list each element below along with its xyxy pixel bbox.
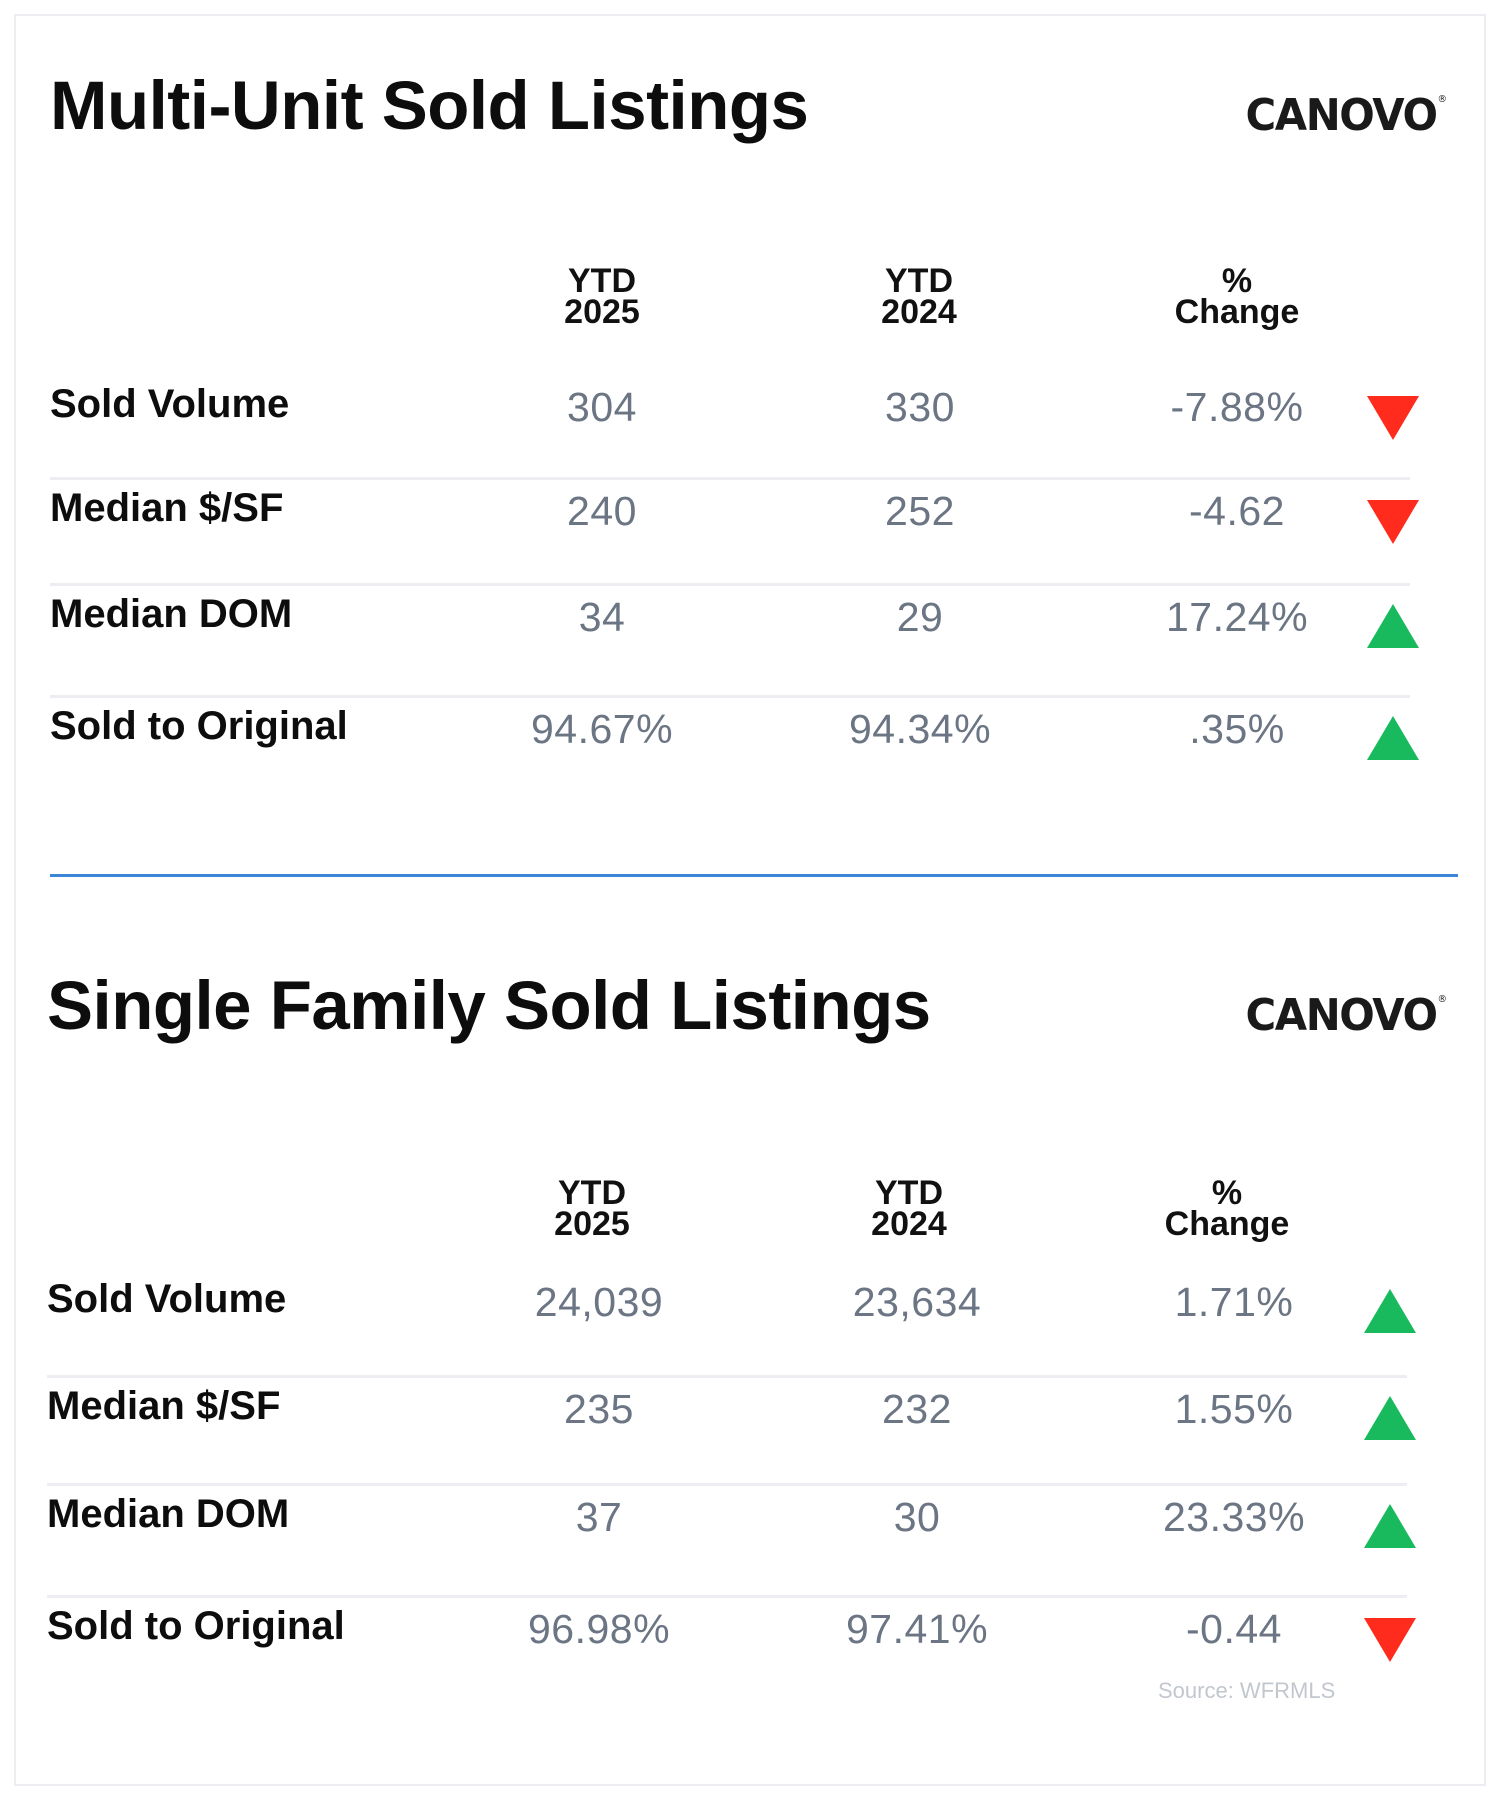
table-row: Median $/SF 240 252 -4.62 (50, 480, 1419, 586)
header-ytd-2025: YTD 2025 (554, 1174, 630, 1243)
header-ytd-2024: YTD 2024 (881, 262, 957, 331)
ytd-2024-value: 330 (885, 384, 955, 430)
row-label: Median DOM (50, 592, 293, 636)
change-value: .35% (1189, 706, 1285, 752)
ytd-2025-value: 94.67% (530, 706, 674, 752)
table-row: Median DOM 37 30 23.33% (47, 1486, 1416, 1598)
change-value: -4.62 (1189, 488, 1285, 534)
trend-arrow-icon (1364, 1618, 1416, 1662)
header-percent-change: % Change (1164, 1174, 1290, 1243)
change-value: 17.24% (1165, 594, 1309, 640)
table-header: YTD 2025 YTD 2024 % Change (16, 1174, 1484, 1258)
table-row: Sold Volume 304 330 -7.88% (50, 376, 1419, 480)
ytd-2025-value: 235 (564, 1386, 634, 1432)
table-row: Median $/SF 235 232 1.55% (47, 1378, 1416, 1486)
table-row: Sold to Original 96.98% 97.41% -0.44 (47, 1598, 1416, 1701)
trend-arrow-icon (1367, 604, 1419, 648)
ytd-2025-value: 240 (567, 488, 637, 534)
ytd-2025-value: 304 (567, 384, 637, 430)
trend-arrow-icon (1367, 396, 1419, 440)
ytd-2024-value: 29 (896, 594, 944, 640)
trend-arrow-icon (1367, 500, 1419, 544)
ytd-2025-value: 96.98% (527, 1606, 671, 1652)
table-row: Sold to Original 94.67% 94.34% .35% (50, 698, 1419, 801)
ytd-2024-value: 232 (882, 1386, 952, 1432)
header-percent-change: % Change (1174, 262, 1300, 331)
row-label: Median $/SF (47, 1384, 281, 1428)
source-note: Source: WFRMLS (1158, 1678, 1336, 1703)
ytd-2024-value: 97.41% (845, 1606, 989, 1652)
change-value: 23.33% (1162, 1494, 1306, 1540)
table-header: YTD 2025 YTD 2024 % Change (16, 262, 1484, 346)
trend-arrow-icon (1364, 1504, 1416, 1548)
header-ytd-2025: YTD 2025 (564, 262, 640, 331)
row-label: Sold Volume (50, 382, 290, 426)
trend-arrow-icon (1364, 1396, 1416, 1440)
trend-arrow-icon (1364, 1289, 1416, 1333)
header-ytd-2024: YTD 2024 (871, 1174, 947, 1243)
ytd-2024-value: 23,634 (852, 1279, 982, 1325)
row-label: Median DOM (47, 1492, 290, 1536)
report-card: Multi-Unit Sold Listings CANOVO® YTD 2025… (14, 14, 1486, 1786)
section-title: Multi-Unit Sold Listings (50, 67, 809, 144)
row-label: Sold to Original (47, 1604, 345, 1648)
ytd-2025-value: 24,039 (534, 1279, 664, 1325)
table-body: Sold Volume 304 330 -7.88% Median $/SF 2… (50, 376, 1419, 801)
table-row: Median DOM 34 29 17.24% (50, 586, 1419, 698)
row-label: Sold to Original (50, 704, 348, 748)
change-value: -0.44 (1186, 1606, 1282, 1652)
row-label: Median $/SF (50, 486, 284, 530)
ytd-2024-value: 30 (893, 1494, 941, 1540)
change-value: 1.71% (1174, 1279, 1294, 1325)
ytd-2025-value: 34 (578, 594, 626, 640)
ytd-2024-value: 94.34% (848, 706, 992, 752)
row-label: Sold Volume (47, 1277, 287, 1321)
table-body: Sold Volume 24,039 23,634 1.71% Median $… (47, 1271, 1416, 1701)
trend-arrow-icon (1367, 716, 1419, 760)
change-value: -7.88% (1170, 384, 1304, 430)
ytd-2024-value: 252 (885, 488, 955, 534)
change-value: 1.55% (1174, 1386, 1294, 1432)
table-row: Sold Volume 24,039 23,634 1.71% (47, 1271, 1416, 1378)
canovo-logo: CANOVO® (1245, 990, 1447, 1041)
canovo-logo: CANOVO® (1245, 90, 1447, 141)
section-title: Single Family Sold Listings (47, 967, 931, 1044)
ytd-2025-value: 37 (575, 1494, 623, 1540)
section-divider (50, 874, 1458, 877)
